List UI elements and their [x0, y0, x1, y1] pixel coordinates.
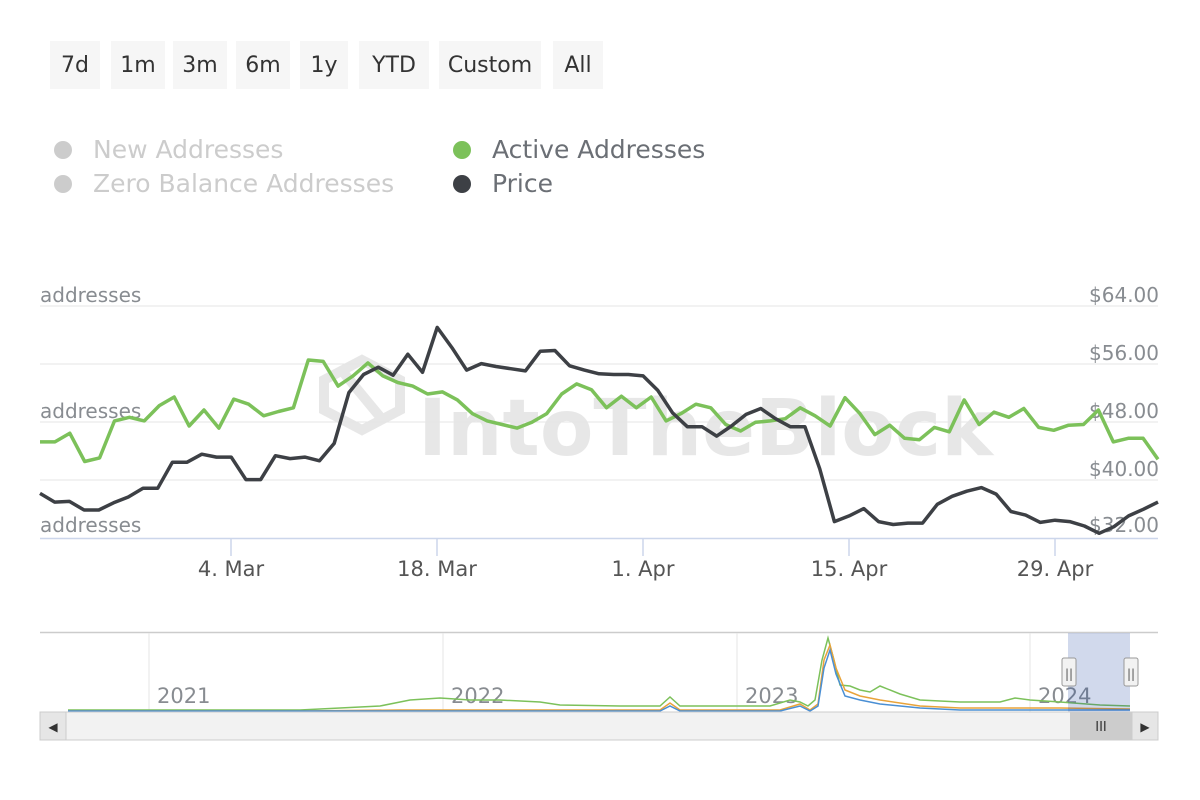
legend-item-price[interactable]: Price	[453, 169, 553, 198]
range-button-6m[interactable]: 6m	[236, 41, 290, 89]
range-button-custom[interactable]: Custom	[439, 41, 541, 89]
scrollbar-left-button[interactable]	[39, 711, 67, 741]
scrollbar-thumb[interactable]	[1070, 712, 1132, 740]
right-axis: $64.00 $56.00 $48.00 $40.00 $32.00	[1089, 283, 1159, 537]
navigator-selection-mask[interactable]	[1068, 633, 1130, 712]
navigator-right-handle[interactable]	[1123, 657, 1139, 687]
navigator-left-handle[interactable]	[1061, 657, 1077, 687]
left-axis-label: addresses	[40, 513, 141, 537]
range-button-1m[interactable]: 1m	[111, 41, 165, 89]
legend-label: Zero Balance Addresses	[93, 169, 395, 198]
range-button-ytd[interactable]: YTD	[359, 41, 429, 89]
navigator: 2021 2022 2023 2024 || || ◀ ▶ III	[39, 631, 1159, 741]
navigator-handle-grip: ||	[1065, 667, 1073, 681]
navigator-year-label: 2021	[157, 684, 210, 708]
legend-dot-icon	[54, 140, 72, 159]
navigator-handle-grip: ||	[1127, 667, 1135, 681]
x-tick-label: 29. Apr	[1017, 557, 1094, 581]
legend-item-zero-balance-addresses[interactable]: Zero Balance Addresses	[54, 169, 394, 198]
navigator-year-label: 2022	[451, 684, 504, 708]
x-tick-label: 15. Apr	[811, 557, 888, 581]
x-tick-label: 4. Mar	[198, 557, 265, 581]
x-tick-label: 18. Mar	[397, 557, 477, 581]
x-tick-label: 1. Apr	[611, 557, 674, 581]
legend-dot-icon	[453, 140, 471, 159]
legend-item-active-addresses[interactable]: Active Addresses	[453, 135, 705, 164]
navigator-line-zero-balance	[68, 642, 1131, 712]
legend-label: New Addresses	[93, 135, 284, 164]
navigator-line-new	[68, 647, 1130, 712]
scrollbar-track[interactable]	[39, 711, 1159, 741]
range-button-7d[interactable]: 7d	[50, 41, 100, 89]
range-button-1y[interactable]: 1y	[300, 41, 348, 89]
legend-dot-icon	[54, 174, 72, 193]
legend-label: Price	[492, 169, 553, 198]
range-button-all[interactable]: All	[553, 41, 603, 89]
legend-label: Active Addresses	[492, 135, 706, 164]
navigator-year-label: 2023	[745, 684, 798, 708]
left-axis-label: addresses	[40, 283, 141, 307]
scrollbar-grip-icon: III	[1095, 720, 1107, 735]
right-axis-label: $56.00	[1089, 341, 1159, 365]
right-axis-label: $40.00	[1089, 457, 1159, 481]
legend-item-new-addresses[interactable]: New Addresses	[54, 135, 283, 164]
grid-lines	[40, 305, 1158, 481]
scrollbar-right-button[interactable]	[1131, 711, 1159, 741]
x-axis: 4. Mar 18. Mar 1. Apr 15. Apr 29. Apr	[40, 537, 1158, 581]
series-line-active-addresses[interactable]	[40, 358, 1160, 464]
watermark: IntoTheBlock	[319, 354, 995, 474]
series-line-price[interactable]	[39, 325, 1159, 536]
range-button-3m[interactable]: 3m	[173, 41, 227, 89]
main-chart: IntoTheBlock 4. Mar 18. Mar 1. Apr 15. A…	[39, 283, 1160, 581]
scroll-left-icon: ◀	[48, 720, 58, 734]
watermark-logo-icon	[319, 354, 405, 436]
series-layer	[39, 325, 1160, 536]
legend-dot-icon	[453, 174, 471, 193]
right-axis-label: $64.00	[1089, 283, 1159, 307]
scroll-right-icon: ▶	[1140, 720, 1150, 734]
navigator-line-active	[68, 635, 1131, 711]
